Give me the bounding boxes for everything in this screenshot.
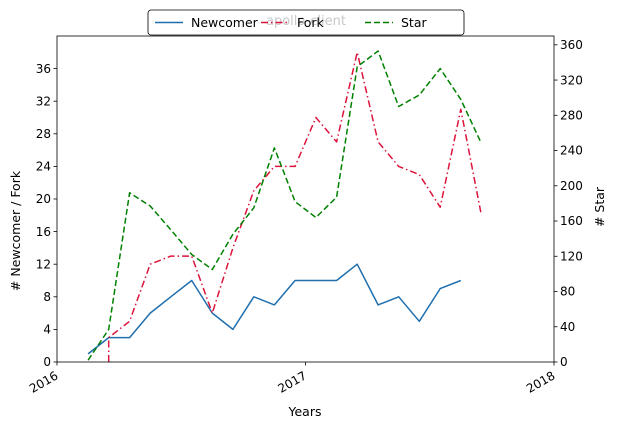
- y-tick-label-right: 200: [560, 179, 583, 193]
- y-tick-label-right: 320: [560, 73, 583, 87]
- plot-area: [87, 50, 483, 362]
- plot-frame: [56, 35, 555, 363]
- y-tick-label-right: 160: [560, 214, 583, 228]
- y-axis-label-right: # Star: [592, 186, 607, 227]
- y-tick-label-right: 120: [560, 249, 583, 263]
- y-axis-label-left: # Newcomer / Fork: [8, 170, 23, 291]
- x-tick-label: 2018: [524, 368, 557, 395]
- y-tick-label-right: 240: [560, 144, 583, 158]
- y-tick-label-right: 0: [560, 355, 568, 369]
- legend-frame: [147, 9, 465, 36]
- axes: 0481216202428323604080120160200240280320…: [27, 35, 583, 396]
- y-tick-label-right: 40: [560, 320, 575, 334]
- y-tick-label-left: 12: [36, 257, 51, 271]
- y-tick-label-left: 0: [43, 355, 51, 369]
- legend-label-newcomer: Newcomer: [191, 15, 259, 30]
- series-line-newcomer: [87, 263, 462, 355]
- series-line-fork: [107, 51, 483, 362]
- chart-title: apollo-client: [266, 14, 346, 29]
- y-tick-label-left: 32: [36, 94, 51, 108]
- y-tick-label-left: 20: [36, 192, 51, 206]
- y-tick-label-right: 360: [560, 38, 583, 52]
- y-tick-label-left: 28: [36, 127, 51, 141]
- legend: apollo-client Newcomer Fork Star: [147, 9, 465, 36]
- x-tick-label: 2016: [27, 368, 60, 395]
- y-tick-label-left: 24: [36, 160, 51, 174]
- legend-label-fork: Fork: [297, 15, 325, 30]
- y-tick-label-left: 4: [43, 323, 51, 337]
- x-tick-label: 2017: [276, 368, 309, 395]
- legend-label-star: Star: [401, 15, 427, 30]
- y-tick-label-left: 36: [36, 62, 51, 76]
- y-tick-label-left: 8: [43, 290, 51, 304]
- series-line-star: [87, 50, 483, 361]
- x-axis-label: Years: [288, 404, 322, 419]
- y-tick-label-left: 16: [36, 225, 51, 239]
- y-tick-label-right: 280: [560, 108, 583, 122]
- y-tick-label-right: 80: [560, 285, 575, 299]
